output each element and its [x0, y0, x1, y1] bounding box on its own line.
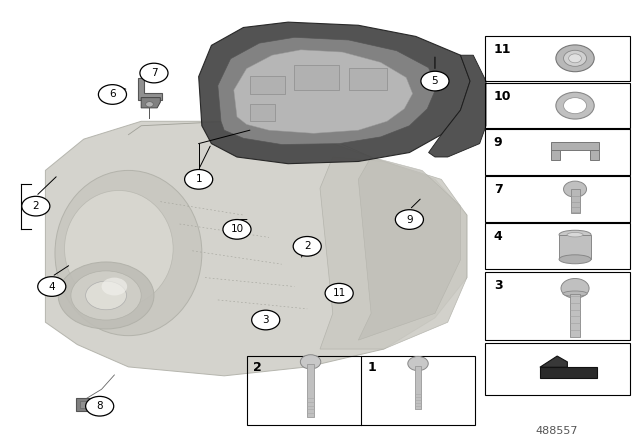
Circle shape — [22, 196, 50, 216]
Text: 5: 5 — [431, 76, 438, 86]
Circle shape — [293, 237, 321, 256]
Text: 2: 2 — [253, 361, 262, 374]
Bar — [484, 129, 630, 175]
Circle shape — [556, 92, 594, 119]
Circle shape — [564, 181, 586, 197]
Circle shape — [140, 63, 168, 83]
Polygon shape — [218, 37, 436, 145]
Circle shape — [421, 71, 449, 91]
Ellipse shape — [55, 170, 202, 336]
Text: 488557: 488557 — [535, 426, 577, 436]
Circle shape — [564, 98, 586, 114]
Bar — [484, 343, 630, 395]
Bar — [559, 235, 591, 259]
Text: 7: 7 — [150, 68, 157, 78]
Circle shape — [223, 220, 251, 239]
Circle shape — [86, 281, 127, 310]
Bar — [551, 142, 599, 150]
Bar — [571, 189, 579, 213]
Polygon shape — [294, 65, 339, 90]
Circle shape — [325, 284, 353, 303]
Text: 3: 3 — [493, 280, 502, 293]
Bar — [76, 398, 98, 411]
Text: 2: 2 — [33, 201, 39, 211]
Bar — [307, 364, 314, 417]
Circle shape — [252, 310, 280, 330]
Bar — [484, 176, 630, 222]
Text: 6: 6 — [109, 90, 116, 99]
Text: 1: 1 — [367, 361, 376, 374]
Circle shape — [58, 262, 154, 329]
Circle shape — [71, 271, 141, 320]
Polygon shape — [45, 121, 467, 376]
Circle shape — [396, 210, 424, 229]
Ellipse shape — [559, 255, 591, 264]
Circle shape — [184, 169, 212, 189]
Ellipse shape — [563, 291, 587, 296]
Circle shape — [99, 85, 127, 104]
Polygon shape — [141, 98, 161, 108]
Text: 2: 2 — [304, 241, 310, 251]
Polygon shape — [250, 76, 285, 95]
Bar — [246, 356, 475, 425]
Text: 10: 10 — [493, 90, 511, 103]
Circle shape — [86, 396, 114, 416]
Polygon shape — [320, 157, 467, 349]
Text: 11: 11 — [493, 43, 511, 56]
Bar — [484, 83, 630, 129]
Bar — [570, 294, 580, 337]
Bar — [415, 366, 421, 409]
Bar — [484, 223, 630, 269]
Bar — [80, 401, 94, 409]
Circle shape — [146, 102, 154, 107]
Bar — [540, 367, 597, 379]
Circle shape — [556, 45, 594, 72]
Polygon shape — [198, 22, 470, 164]
Text: 10: 10 — [230, 224, 244, 234]
Ellipse shape — [567, 233, 583, 237]
Circle shape — [564, 50, 586, 66]
Text: 9: 9 — [493, 137, 502, 150]
Text: 3: 3 — [262, 315, 269, 325]
Circle shape — [300, 355, 321, 369]
Circle shape — [569, 54, 581, 63]
Text: 1: 1 — [195, 174, 202, 184]
Polygon shape — [349, 68, 387, 90]
Polygon shape — [250, 104, 275, 121]
Bar — [484, 35, 630, 81]
Text: 4: 4 — [493, 230, 502, 243]
Bar — [590, 150, 599, 160]
Polygon shape — [234, 50, 413, 134]
Circle shape — [38, 277, 66, 296]
Text: 7: 7 — [493, 183, 502, 196]
Text: 8: 8 — [97, 401, 103, 411]
Text: 11: 11 — [333, 288, 346, 298]
Text: 4: 4 — [49, 281, 55, 292]
Bar — [484, 272, 630, 340]
Polygon shape — [138, 78, 163, 100]
Polygon shape — [429, 55, 486, 157]
Text: 9: 9 — [406, 215, 413, 224]
Ellipse shape — [65, 190, 173, 306]
Circle shape — [102, 278, 127, 296]
Circle shape — [561, 279, 589, 298]
Ellipse shape — [559, 230, 591, 239]
Polygon shape — [540, 356, 568, 367]
Polygon shape — [358, 157, 461, 340]
Bar — [551, 150, 560, 160]
Circle shape — [408, 357, 428, 370]
